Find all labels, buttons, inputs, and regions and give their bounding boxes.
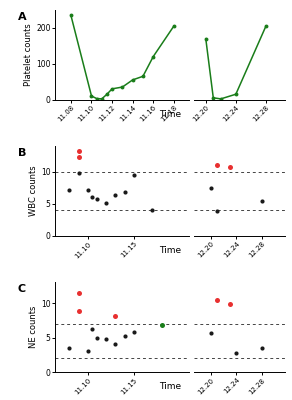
Point — [227, 164, 232, 170]
Point — [113, 313, 118, 319]
Point — [215, 208, 219, 214]
Point — [90, 325, 95, 332]
Point — [260, 345, 265, 351]
Point — [90, 194, 95, 201]
Point — [104, 199, 109, 206]
Text: C: C — [18, 284, 26, 294]
Point — [95, 334, 99, 341]
Point — [227, 300, 232, 307]
Point — [132, 329, 136, 335]
Point — [104, 336, 109, 342]
Point — [86, 348, 90, 354]
Point — [76, 290, 81, 296]
Point — [260, 198, 265, 204]
Point — [113, 341, 118, 348]
Point — [76, 154, 81, 160]
Point — [122, 333, 127, 339]
Point — [113, 192, 118, 199]
Point — [208, 330, 213, 336]
Text: Time: Time — [159, 382, 181, 391]
Y-axis label: Platelet counts: Platelet counts — [24, 24, 33, 86]
Point — [132, 172, 136, 178]
Point — [208, 184, 213, 191]
Text: Time: Time — [159, 110, 181, 119]
Point — [76, 148, 81, 154]
Point — [150, 207, 155, 214]
Point — [122, 189, 127, 196]
Text: A: A — [18, 12, 26, 22]
Point — [76, 308, 81, 314]
Text: Time: Time — [159, 246, 181, 255]
Point — [86, 187, 90, 194]
Point — [67, 186, 72, 193]
Y-axis label: NE counts: NE counts — [29, 306, 38, 348]
Y-axis label: WBC counts: WBC counts — [29, 166, 38, 216]
Point — [215, 296, 219, 303]
Point — [234, 350, 239, 356]
Point — [95, 196, 99, 202]
Point — [159, 322, 164, 328]
Point — [215, 162, 219, 168]
Text: B: B — [18, 148, 26, 158]
Point — [76, 170, 81, 176]
Point — [67, 345, 72, 351]
